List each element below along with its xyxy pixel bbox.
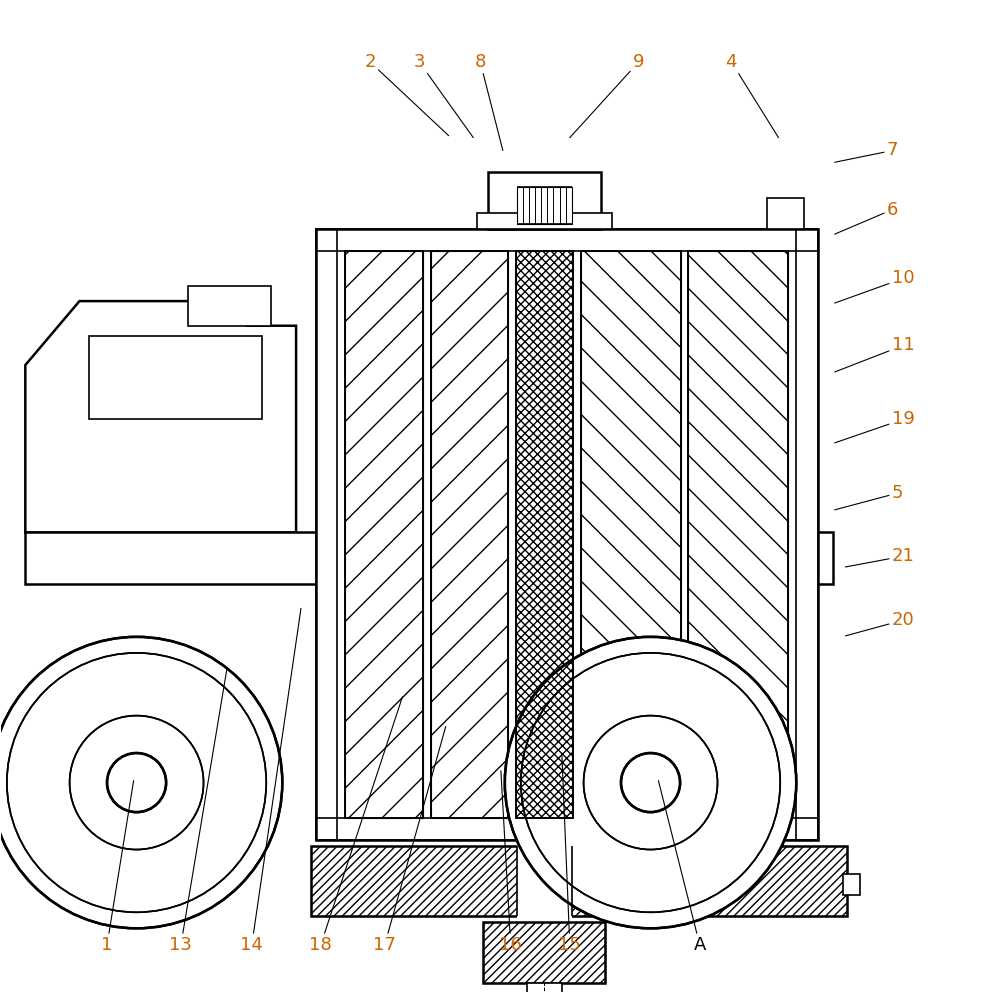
Bar xyxy=(797,229,818,840)
Circle shape xyxy=(505,637,797,928)
Bar xyxy=(345,251,423,818)
Text: 7: 7 xyxy=(835,141,898,162)
Bar xyxy=(483,922,605,983)
Bar xyxy=(337,251,797,818)
Text: 20: 20 xyxy=(845,611,915,636)
Bar xyxy=(311,846,847,916)
Bar xyxy=(431,251,508,818)
Bar xyxy=(688,251,789,818)
Bar xyxy=(581,251,680,818)
Text: 13: 13 xyxy=(170,667,227,954)
Bar xyxy=(581,251,680,818)
Bar xyxy=(516,251,573,818)
Text: 4: 4 xyxy=(726,53,779,138)
Bar xyxy=(797,229,818,840)
Bar xyxy=(316,229,337,840)
Bar xyxy=(431,251,508,818)
Text: 21: 21 xyxy=(845,547,915,567)
Bar xyxy=(345,251,423,818)
Text: 8: 8 xyxy=(474,53,503,150)
Text: 6: 6 xyxy=(835,201,898,234)
Bar xyxy=(688,251,789,818)
Bar xyxy=(488,172,600,229)
Text: 1: 1 xyxy=(102,781,134,954)
Circle shape xyxy=(0,637,282,928)
Text: 11: 11 xyxy=(835,336,915,372)
Text: 9: 9 xyxy=(570,53,645,138)
Bar xyxy=(316,229,818,840)
Polygon shape xyxy=(26,301,296,532)
Bar xyxy=(517,187,572,224)
Text: 16: 16 xyxy=(499,771,523,954)
Bar xyxy=(767,198,805,229)
Bar xyxy=(517,843,572,919)
Text: 14: 14 xyxy=(241,608,301,954)
Text: 19: 19 xyxy=(835,410,915,443)
Bar xyxy=(316,229,818,251)
Bar xyxy=(477,213,611,229)
Text: 2: 2 xyxy=(364,53,449,136)
Bar xyxy=(527,983,562,1000)
Bar xyxy=(311,846,847,916)
Bar xyxy=(431,251,508,818)
Bar xyxy=(345,251,423,818)
Bar xyxy=(316,229,818,251)
Bar xyxy=(187,286,271,326)
Bar xyxy=(26,532,833,584)
Bar xyxy=(688,251,789,818)
Bar xyxy=(90,336,261,419)
Bar xyxy=(316,818,818,840)
Text: 3: 3 xyxy=(413,53,473,138)
Text: 10: 10 xyxy=(835,269,914,303)
Text: A: A xyxy=(659,781,706,954)
Text: 15: 15 xyxy=(558,756,581,954)
Bar xyxy=(483,922,605,983)
Text: 17: 17 xyxy=(374,726,446,954)
Bar xyxy=(316,229,337,840)
Bar xyxy=(842,874,860,895)
Bar xyxy=(316,818,818,840)
Text: 18: 18 xyxy=(310,697,402,954)
Bar xyxy=(581,251,680,818)
Bar xyxy=(516,251,573,818)
Text: 5: 5 xyxy=(835,484,903,510)
